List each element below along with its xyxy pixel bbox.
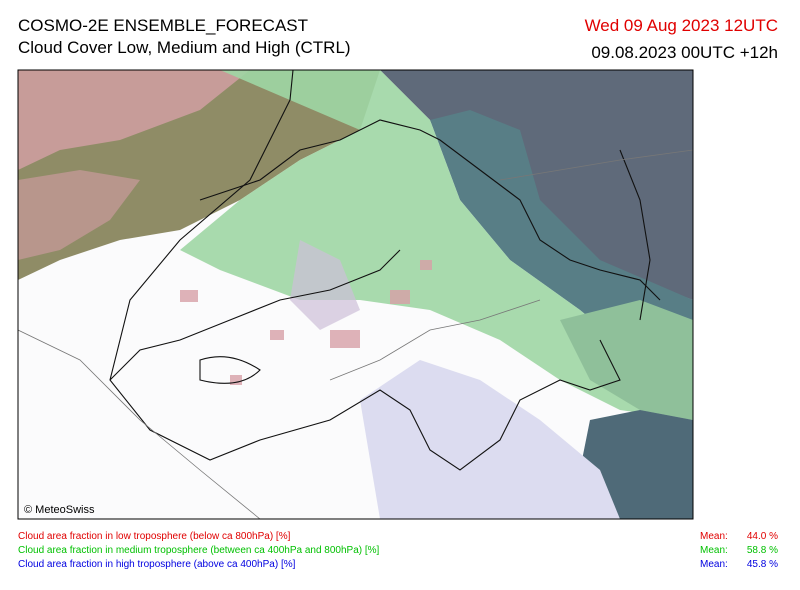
mean-value: 45.8 % (746, 559, 778, 570)
map-field (18, 70, 693, 519)
mean-label: Mean: (700, 559, 728, 570)
lavender-region (360, 360, 620, 519)
rivers (18, 149, 693, 519)
pink-region (18, 70, 250, 170)
borders (109, 70, 661, 471)
legend-label: Cloud area fraction in low troposphere (… (18, 531, 291, 542)
valid-time: Wed 09 Aug 2023 12UTC (584, 16, 778, 35)
mean-label: Mean: (700, 531, 728, 542)
green-region (560, 300, 693, 420)
run-time: 09.08.2023 00UTC +12h (591, 43, 778, 62)
mean-value: 58.8 % (746, 545, 778, 556)
credit: © MeteoSwiss (24, 504, 95, 516)
legend-label: Cloud area fraction in high troposphere … (18, 559, 296, 570)
map-frame (17, 69, 694, 520)
mean-label: Mean: (700, 545, 728, 556)
subtitle: Cloud Cover Low, Medium and High (CTRL) (18, 38, 351, 57)
scattered-cells (180, 260, 432, 385)
title: COSMO-2E ENSEMBLE_FORECAST (18, 16, 309, 35)
legend-label: Cloud area fraction in medium tropospher… (18, 545, 380, 556)
green-region (180, 70, 693, 420)
lavender-region (290, 240, 360, 330)
pink-region (18, 170, 140, 260)
mean-value: 44.0 % (746, 531, 778, 542)
